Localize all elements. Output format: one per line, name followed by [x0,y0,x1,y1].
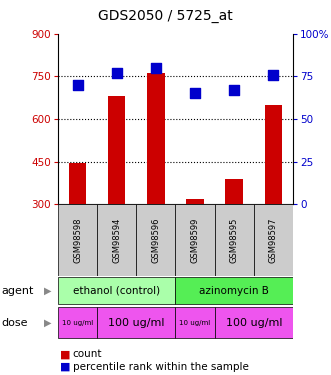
Bar [264,105,282,204]
FancyBboxPatch shape [58,204,97,276]
Point [153,65,159,71]
Text: GSM98598: GSM98598 [73,217,82,263]
Text: agent: agent [2,286,34,296]
Text: 100 ug/ml: 100 ug/ml [108,318,165,327]
Point [114,70,119,76]
Point [231,87,237,93]
Point [75,82,80,88]
Text: ■: ■ [60,350,70,359]
FancyBboxPatch shape [254,204,293,276]
Point [271,72,276,78]
Bar [69,163,86,204]
Text: count: count [73,350,102,359]
FancyBboxPatch shape [58,308,97,338]
Text: ■: ■ [60,362,70,372]
Text: ▶: ▶ [44,286,51,296]
Text: 10 ug/ml: 10 ug/ml [179,320,211,326]
FancyBboxPatch shape [58,277,175,304]
Text: 100 ug/ml: 100 ug/ml [225,318,282,327]
FancyBboxPatch shape [175,277,293,304]
FancyBboxPatch shape [97,308,175,338]
FancyBboxPatch shape [136,204,175,276]
Text: GSM98594: GSM98594 [112,217,121,262]
Text: GSM98599: GSM98599 [191,217,200,262]
Text: ethanol (control): ethanol (control) [73,286,160,296]
Bar [147,73,165,204]
Bar [225,179,243,204]
Text: GSM98597: GSM98597 [269,217,278,263]
FancyBboxPatch shape [214,204,254,276]
Text: GSM98596: GSM98596 [151,217,160,263]
FancyBboxPatch shape [175,204,214,276]
FancyBboxPatch shape [214,308,293,338]
Text: GDS2050 / 5725_at: GDS2050 / 5725_at [98,9,233,23]
FancyBboxPatch shape [175,308,214,338]
FancyBboxPatch shape [97,204,136,276]
Text: azinomycin B: azinomycin B [199,286,269,296]
Point [192,90,198,96]
Text: 10 ug/ml: 10 ug/ml [62,320,93,326]
Text: dose: dose [2,318,28,327]
Text: percentile rank within the sample: percentile rank within the sample [73,362,249,372]
Bar [186,199,204,204]
Text: ▶: ▶ [44,318,51,327]
Bar [108,96,125,204]
Text: GSM98595: GSM98595 [230,217,239,262]
